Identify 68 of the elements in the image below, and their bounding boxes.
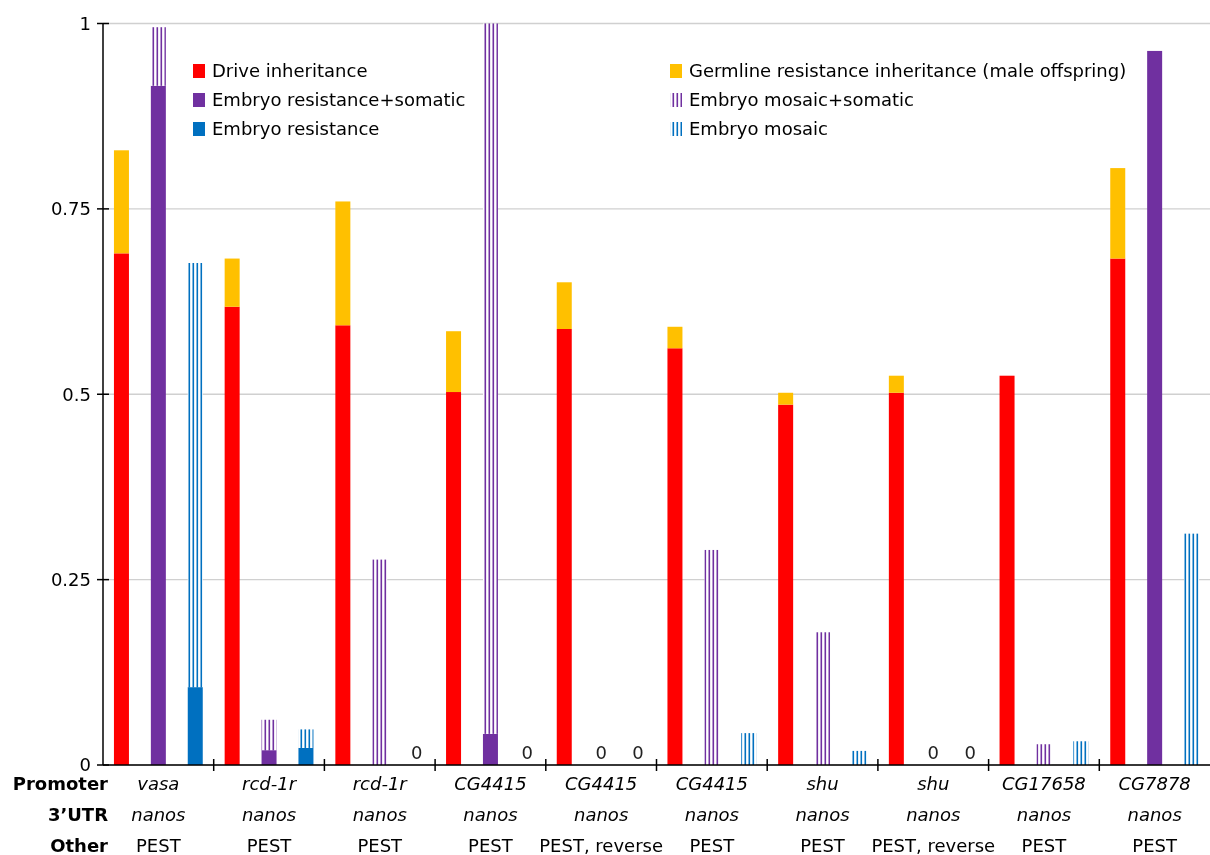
bar — [1073, 741, 1089, 765]
bar — [187, 687, 203, 765]
bar — [556, 329, 572, 765]
legend-label: Embryo resistance+somatic — [212, 89, 466, 111]
text: Other — [50, 835, 109, 855]
text: Promoter — [12, 773, 109, 794]
data-label: 0 — [964, 742, 976, 763]
bar — [1147, 50, 1163, 765]
x-tick-label: rcd-1r nanos PEST — [241, 773, 298, 855]
bar — [261, 750, 277, 765]
x-tick-label: CG4415 nanos PEST — [454, 773, 527, 855]
x-tick-label: CG4415 nanos PEST — [675, 773, 749, 855]
y-tick-label: 1 — [79, 12, 91, 34]
legend-label: Embryo mosaic+somatic — [689, 89, 914, 111]
data-label: 0 — [410, 742, 423, 763]
bar — [224, 306, 240, 765]
bar — [482, 23, 498, 734]
x-tick-label: CG7878 nanos PEST — [1118, 773, 1191, 855]
bar — [298, 729, 314, 748]
bar — [888, 392, 904, 765]
x-tick-label: rcd-1r nanos PEST — [352, 773, 409, 855]
bar — [851, 750, 867, 765]
bar — [261, 719, 277, 751]
bar — [556, 282, 572, 329]
bar — [815, 632, 831, 765]
bar — [224, 258, 240, 307]
legend-label: Germline resistance inheritance (male offspring) — [689, 60, 1127, 82]
data-label: 0 — [632, 742, 644, 763]
bar — [150, 27, 166, 86]
x-tick-label: shu nanos PEST — [795, 773, 850, 855]
data-label: 0 — [521, 742, 534, 763]
bar — [335, 201, 351, 326]
legend-label: Embryo mosaic — [689, 118, 828, 140]
x-tick-label: shu nanos PEST, reverse — [871, 773, 996, 855]
bar — [335, 325, 351, 765]
bar — [1184, 533, 1200, 765]
bar — [704, 549, 720, 765]
bar — [150, 85, 166, 765]
bar — [113, 150, 129, 254]
bar — [298, 747, 314, 765]
bar — [888, 375, 904, 393]
bar — [113, 253, 129, 765]
x-tick-label: CG17658 nanos PEST — [1002, 773, 1086, 855]
bar — [1110, 258, 1126, 765]
bar — [741, 733, 757, 765]
y-tick-label: 0.75 — [50, 198, 91, 220]
bar — [667, 348, 683, 765]
bar — [187, 263, 203, 688]
legend-label: Embryo resistance — [212, 118, 380, 140]
bar — [1036, 744, 1052, 765]
bar — [1110, 168, 1126, 259]
bar — [667, 326, 683, 349]
y-tick-label: 0 — [79, 754, 91, 776]
x-tick-label: CG4415 nanos PEST, reverse — [539, 773, 664, 855]
bar — [778, 404, 794, 765]
data-label: 0 — [927, 742, 939, 763]
bar — [999, 375, 1015, 765]
bar — [446, 331, 462, 393]
bar — [446, 392, 462, 765]
y-tick-label: 0.5 — [62, 383, 91, 405]
data-label: 0 — [595, 742, 607, 763]
bar — [482, 733, 498, 765]
bar — [372, 559, 388, 765]
text: 3’UTR — [47, 804, 109, 825]
legend-label: Drive inheritance — [212, 60, 368, 82]
bar — [778, 392, 794, 405]
x-tick-label: vasa nanos PEST — [131, 773, 186, 855]
y-tick-label: 0.25 — [50, 568, 91, 590]
